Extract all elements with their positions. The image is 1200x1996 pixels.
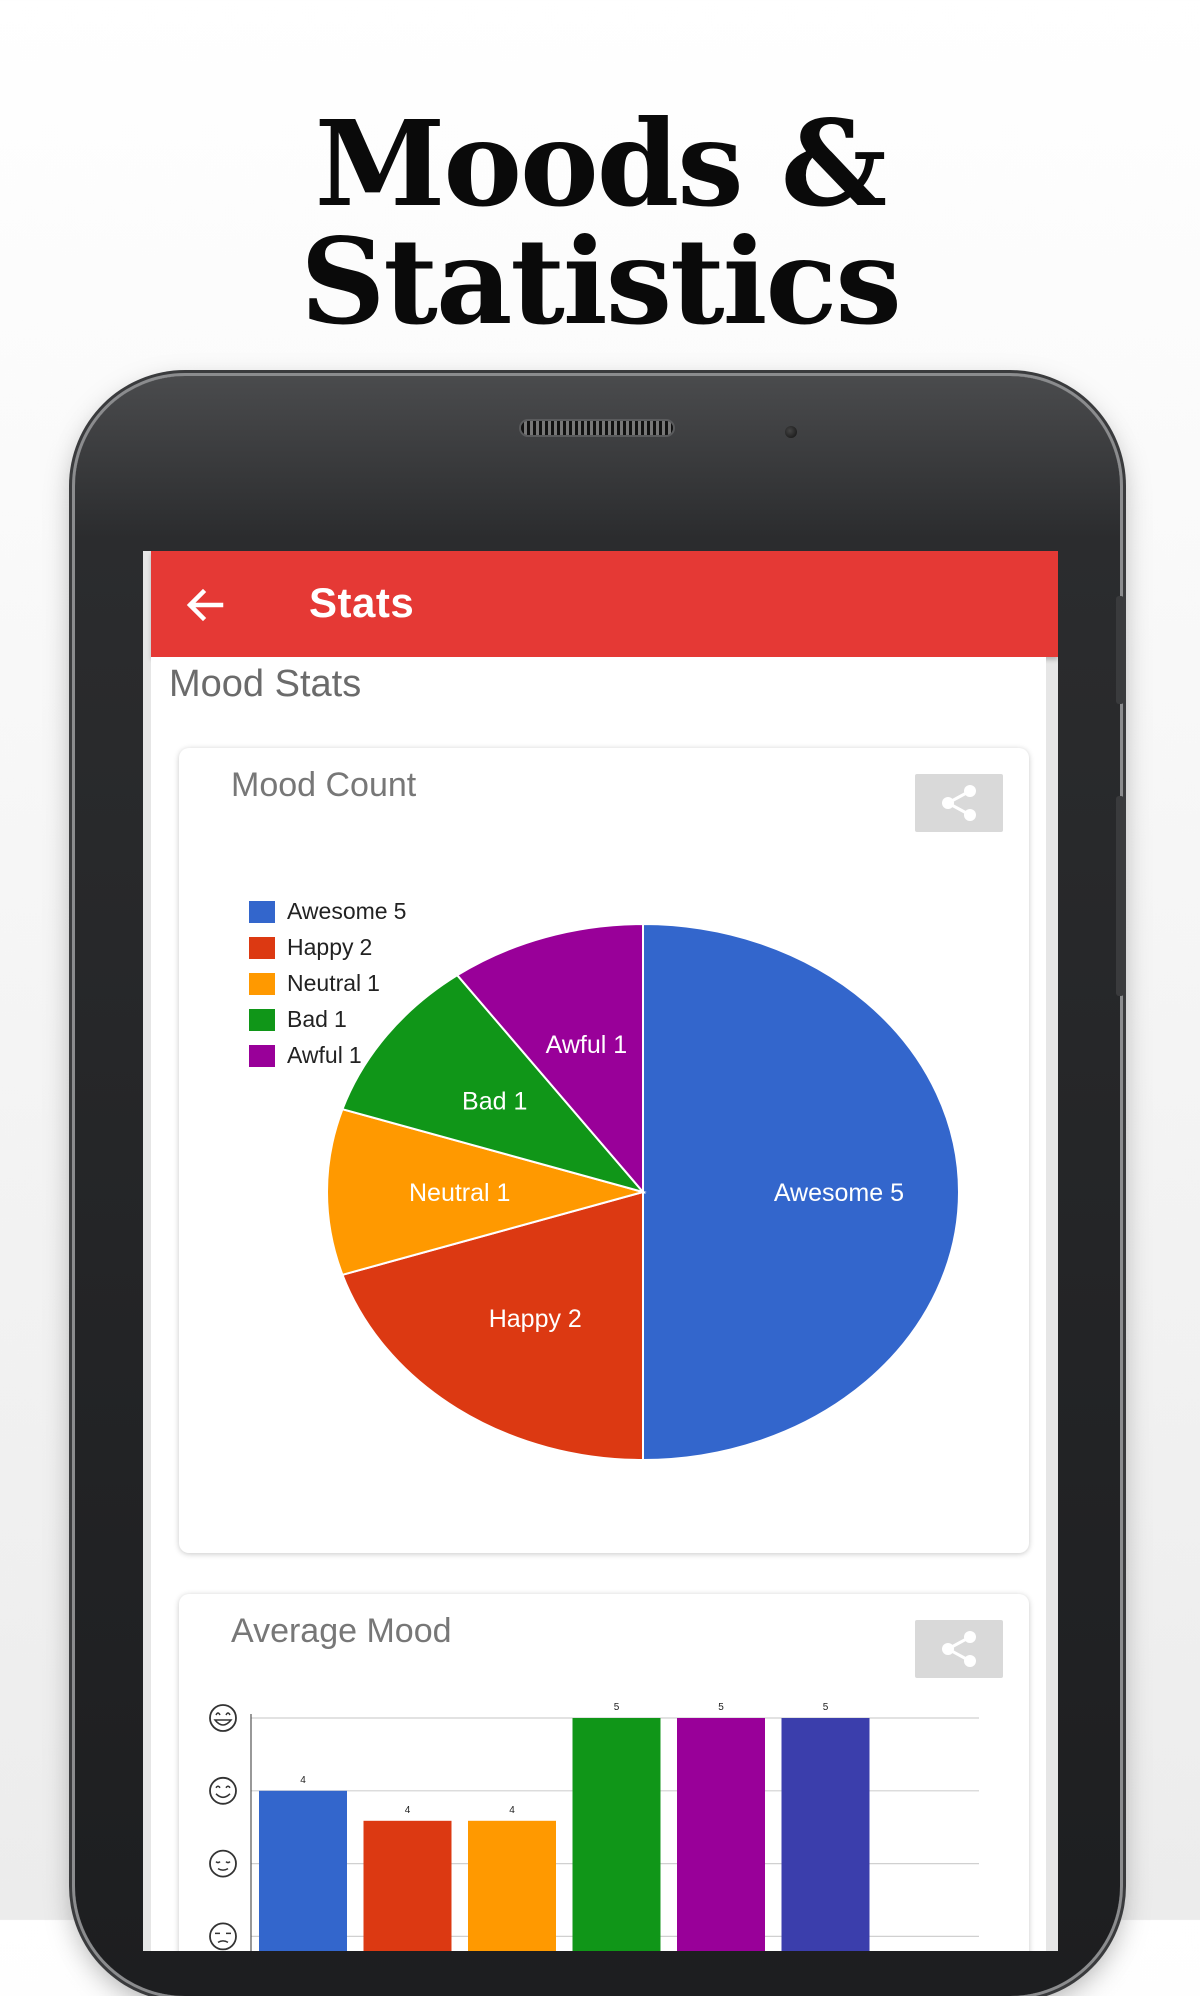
grin-face-icon xyxy=(209,1704,237,1732)
average-mood-bar-chart: 4 4 4 5 5 5 xyxy=(209,1702,979,1951)
legend-value: 5 xyxy=(393,898,407,924)
tablet-device: Stats Mood Stats Mood Count Awesome 5 Happ… xyxy=(75,376,1124,1996)
bar-value-label: 5 xyxy=(614,1702,620,1713)
unamused-face-icon xyxy=(209,1922,237,1951)
legend-label-text: Awful xyxy=(287,1042,343,1068)
bar xyxy=(259,1790,347,1951)
bar xyxy=(781,1718,870,1951)
power-button xyxy=(1116,596,1124,704)
legend-label: Awful 1 xyxy=(287,1042,362,1069)
legend-label: Bad 1 xyxy=(287,1006,347,1033)
mood-count-pie-chart: Awesome 5 Happy 2 Neutral 1 Bad 1 Awful 1 xyxy=(326,922,960,1462)
legend-swatch xyxy=(249,1009,275,1031)
legend-value: 2 xyxy=(359,934,373,960)
smile-face-icon xyxy=(209,1776,237,1805)
arrow-left-icon xyxy=(186,588,224,622)
bar-value-label: 4 xyxy=(300,1775,306,1786)
legend-label-text: Awesome xyxy=(287,898,388,924)
legend-value: 1 xyxy=(348,1042,362,1068)
mood-count-card: Mood Count Awesome 5 Happy 2 Neutral 1 Bad 1 Awf… xyxy=(179,748,1029,1553)
bar xyxy=(677,1718,765,1951)
pie-slice-label: Awesome 5 xyxy=(774,1179,904,1207)
app-bar: Stats xyxy=(151,551,1058,657)
page-headline: Moods & Statistics xyxy=(300,94,902,351)
legend-swatch xyxy=(249,937,275,959)
pie-slice xyxy=(642,922,960,1462)
legend-swatch xyxy=(249,973,275,995)
legend-swatch xyxy=(249,901,275,923)
legend-label: Awesome 5 xyxy=(287,898,406,925)
section-title: Mood Stats xyxy=(169,663,362,705)
pie-slice-label: Happy 2 xyxy=(489,1305,582,1333)
volume-button xyxy=(1116,796,1124,996)
pie-slice-label: Bad 1 xyxy=(462,1088,527,1116)
average-mood-card: Average Mood 4 4 4 5 5 5 xyxy=(179,1594,1029,1951)
front-camera xyxy=(785,426,797,438)
pie-slice-label: Awful 1 xyxy=(546,1031,628,1059)
legend-label-text: Happy xyxy=(287,934,354,960)
share-icon xyxy=(942,785,976,821)
pie-slice-label: Neutral 1 xyxy=(409,1179,510,1207)
bar xyxy=(363,1820,452,1951)
share-button[interactable] xyxy=(915,1620,1003,1678)
legend-label: Neutral 1 xyxy=(287,970,380,997)
legend-swatch xyxy=(249,1045,275,1067)
share-icon xyxy=(942,1631,976,1667)
bar-value-label: 5 xyxy=(823,1702,829,1713)
bar xyxy=(468,1820,556,1951)
pie-slice xyxy=(341,1190,644,1462)
bar-value-label: 4 xyxy=(509,1805,515,1816)
app-bar-title: Stats xyxy=(309,579,415,626)
legend-label: Happy 2 xyxy=(287,934,372,961)
device-screen: Stats Mood Stats Mood Count Awesome 5 Happ… xyxy=(143,551,1058,1951)
legend-value: 1 xyxy=(367,970,380,996)
stats-content: Mood Stats Mood Count Awesome 5 Happy 2 Neut… xyxy=(151,657,1046,1951)
card-title: Average Mood xyxy=(231,1612,452,1650)
calm-face-icon xyxy=(209,1849,237,1878)
pie-slice xyxy=(341,973,646,1194)
back-button[interactable] xyxy=(181,581,229,629)
legend-label-text: Bad xyxy=(287,1006,328,1032)
card-title: Mood Count xyxy=(231,766,417,804)
legend-value: 1 xyxy=(333,1006,347,1032)
pie-slice xyxy=(326,1107,647,1277)
share-button[interactable] xyxy=(915,774,1003,832)
bar-value-label: 5 xyxy=(718,1702,724,1713)
bar xyxy=(572,1718,661,1951)
bar-value-label: 4 xyxy=(405,1805,411,1816)
speaker-grille xyxy=(521,421,673,435)
pie-slice xyxy=(455,922,644,1195)
legend-label-text: Neutral xyxy=(287,970,362,996)
